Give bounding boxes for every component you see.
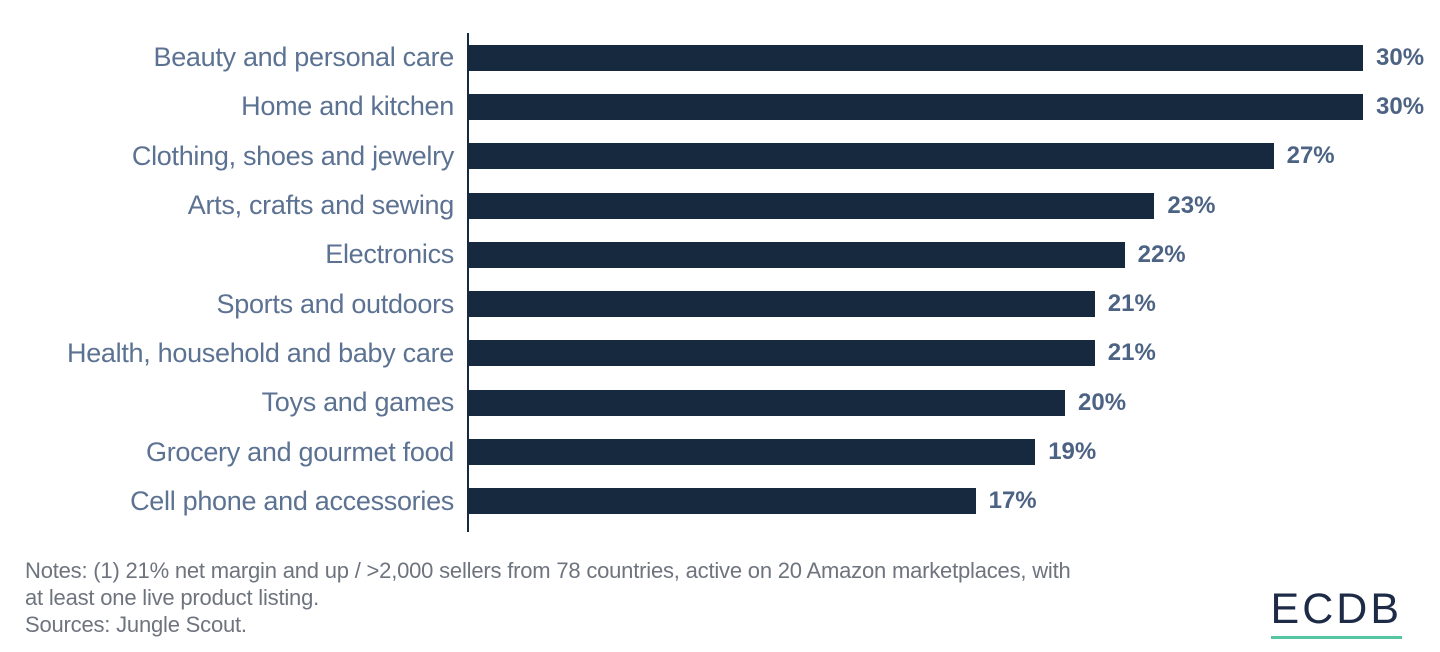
ecdb-logo-text: ECDB [1270,585,1402,633]
value-label: 20% [1078,388,1127,416]
category-label: Electronics [325,239,454,270]
bar [469,192,1155,219]
bar [469,143,1274,170]
ecdb-logo-underline [1270,636,1402,639]
bar-track: 30% [467,43,1440,71]
bar-track: 30% [467,92,1440,120]
value-label: 30% [1376,92,1425,120]
chart-row: Toys and games 20% [0,378,1440,427]
category-label: Clothing, shoes and jewelry [131,140,454,171]
category-label: Arts, crafts and sewing [187,190,455,221]
category-label: Beauty and personal care [153,42,454,73]
notes-line-2: at least one live product listing. [25,585,320,610]
category-label: Home and kitchen [241,91,454,122]
bar-track: 20% [467,388,1440,416]
bar-track: 21% [467,290,1440,318]
bar [469,389,1065,416]
bar-chart-rows: Beauty and personal care 30% Home and kitc… [0,33,1440,526]
bar [469,439,1036,466]
chart-row: Clothing, shoes and jewelry 27% [0,132,1440,181]
chart-row: Grocery and gourmet food 19% [0,427,1440,476]
ecdb-logo: ECDB [1270,585,1402,639]
bar-track: 23% [467,191,1440,219]
value-label: 23% [1167,191,1216,219]
value-label: 22% [1137,240,1186,268]
bar-track: 19% [467,438,1440,466]
bar [469,241,1125,268]
category-label: Cell phone and accessories [130,485,454,516]
chart-row: Arts, crafts and sewing 23% [0,181,1440,230]
bar-track: 17% [467,487,1440,515]
value-label: 19% [1048,438,1097,466]
value-label: 30% [1376,43,1425,71]
chart-notes: Notes: (1) 21% net margin and up / >2,00… [25,557,1071,638]
bar [469,291,1095,318]
notes-line-1: Notes: (1) 21% net margin and up / >2,00… [25,558,1071,583]
category-label: Health, household and baby care [67,337,454,368]
chart-row: Beauty and personal care 30% [0,33,1440,82]
y-axis-line [467,33,469,532]
bar-track: 27% [467,142,1440,170]
category-label: Sports and outdoors [216,288,455,319]
bar-track: 21% [467,339,1440,367]
category-label: Toys and games [261,387,455,418]
value-label: 21% [1107,339,1156,367]
chart-row: Electronics 22% [0,230,1440,279]
bar [469,488,976,515]
chart-row: Health, household and baby care 21% [0,329,1440,378]
bar [469,93,1363,120]
chart-row: Cell phone and accessories 17% [0,477,1440,526]
category-label: Grocery and gourmet food [146,436,454,467]
value-label: 27% [1286,142,1335,170]
chart-row: Sports and outdoors 21% [0,279,1440,328]
bar [469,44,1363,71]
value-label: 21% [1107,290,1156,318]
bar [469,340,1095,367]
value-label: 17% [988,487,1037,515]
bar-track: 22% [467,240,1440,268]
sources-line: Sources: Jungle Scout. [25,612,247,637]
chart-row: Home and kitchen 30% [0,82,1440,131]
